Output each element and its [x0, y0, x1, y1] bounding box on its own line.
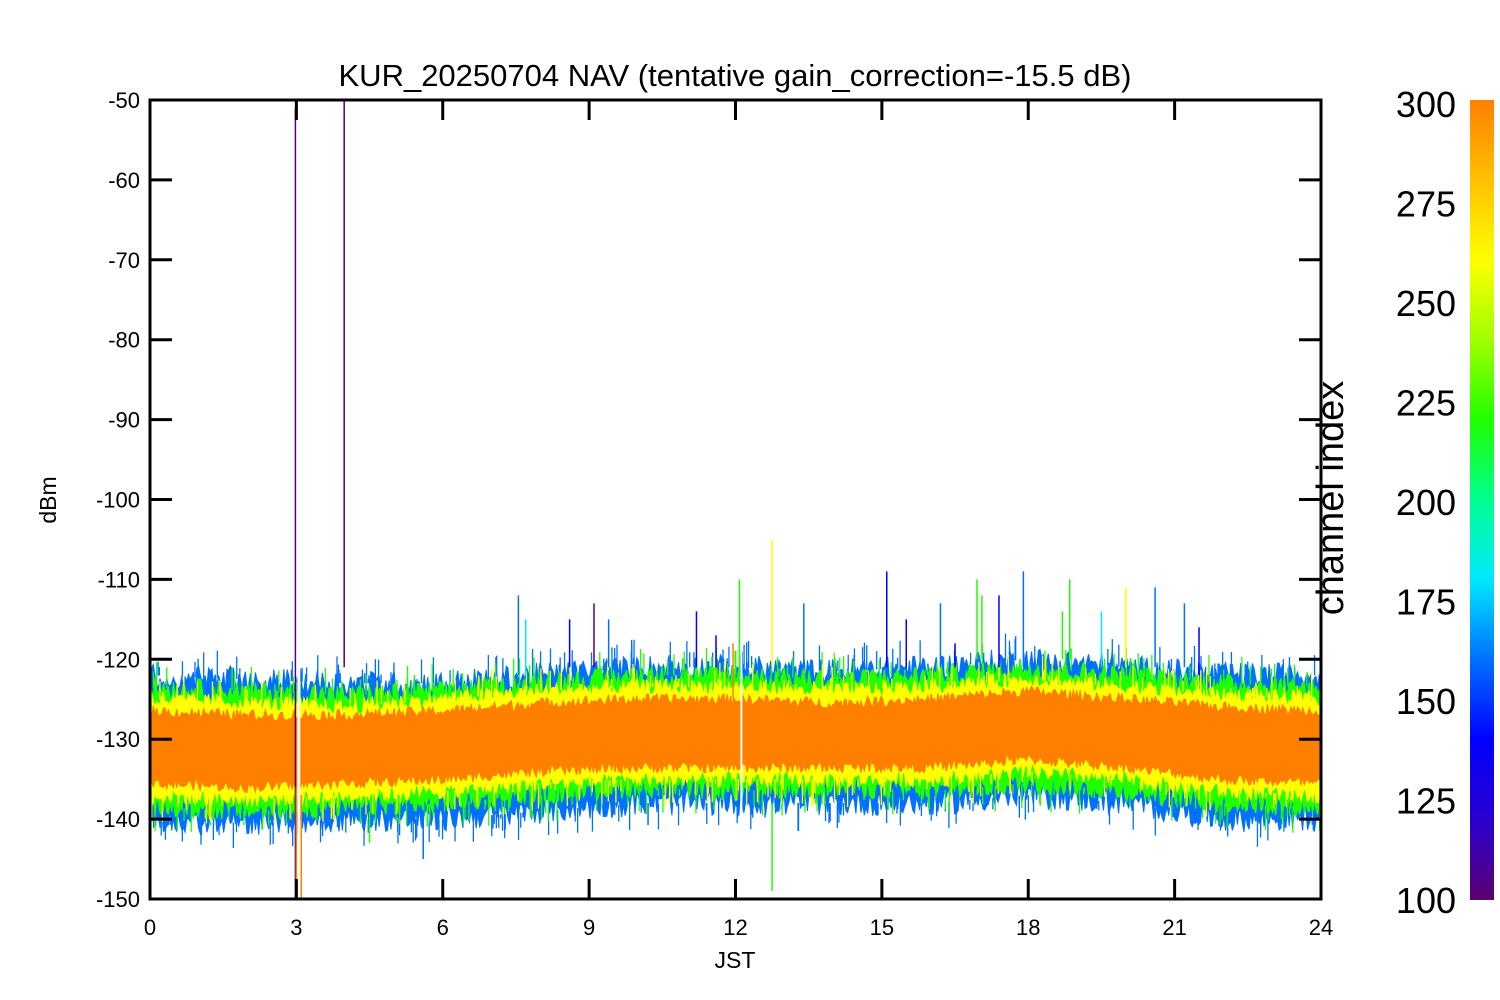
x-tick-label: 15: [870, 915, 894, 940]
band-3: [150, 685, 1321, 794]
data-gap: [297, 643, 301, 836]
x-tick-label: 9: [583, 915, 595, 940]
y-tick-label: -130: [96, 727, 140, 752]
x-tick-label: 3: [290, 915, 302, 940]
colorbar-tick-label: 125: [1396, 781, 1456, 822]
colorbar-ticks: 300 275 250 225 200 175 150 125 100: [1396, 84, 1456, 921]
plot-area: [150, 100, 1321, 899]
colorbar-gradient: [1470, 100, 1494, 900]
y-tick-label: -60: [108, 168, 140, 193]
y-tick-label: -90: [108, 408, 140, 433]
colorbar-tick-label: 225: [1396, 383, 1456, 424]
y-tick-label: -110: [98, 567, 140, 592]
colorbar-tick-label: 150: [1396, 681, 1456, 722]
x-tick-label: 12: [723, 915, 747, 940]
colorbar-tick-label: 200: [1396, 482, 1456, 523]
colorbar-tick-label: 175: [1396, 582, 1456, 623]
colorbar-tick-label: 100: [1396, 880, 1456, 921]
data-gap: [740, 643, 743, 836]
y-tick-label: -120: [96, 647, 140, 672]
noise-texture: [150, 633, 1321, 848]
colorbar-label: channel index: [1310, 381, 1352, 616]
x-tick-label: 0: [144, 915, 156, 940]
x-axis-label: JST: [715, 947, 756, 973]
y-tick-label: -140: [96, 807, 140, 832]
x-tick-label: 18: [1016, 915, 1040, 940]
x-tick-label: 21: [1162, 915, 1186, 940]
chart-title: KUR_20250704 NAV (tentative gain_correct…: [339, 58, 1132, 93]
y-tick-label: -50: [108, 88, 140, 113]
y-axis: -50 -60 -70 -80 -90 -100 -110 -120 -130 -140 -150: [96, 88, 1321, 912]
colorbar-tick-label: 300: [1396, 84, 1456, 125]
colorbar-tick-label: 250: [1396, 283, 1456, 324]
y-axis-label: dBm: [35, 476, 61, 523]
x-tick-label: 6: [437, 915, 449, 940]
y-tick-label: -80: [108, 328, 140, 353]
colorbar-tick-label: 275: [1396, 184, 1456, 225]
x-tick-label: 24: [1309, 915, 1333, 940]
y-tick-label: -150: [96, 887, 140, 912]
y-tick-label: -100: [96, 488, 140, 513]
y-tick-label: -70: [108, 248, 140, 273]
colorbar: 300 275 250 225 200 175 150 125 100 channel inde…: [1310, 84, 1494, 921]
x-axis: 0 3 6 9 12 15 18 21 24: [144, 100, 1333, 940]
